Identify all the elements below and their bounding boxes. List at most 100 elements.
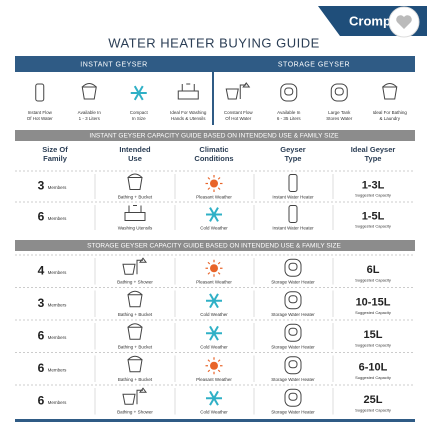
sun-ray	[207, 359, 211, 362]
geyser-type: Storage Water Heater	[271, 312, 315, 317]
sun-icon	[210, 264, 218, 273]
header-bar	[15, 56, 415, 72]
heart-icon[interactable]	[396, 15, 412, 29]
shower-icon	[136, 257, 147, 275]
section-title: INSTANT GEYSER CAPACITY GUIDE BASED ON I…	[89, 133, 339, 140]
member-label: Members	[48, 335, 68, 340]
intended-use: Bathing + Shower	[117, 409, 153, 414]
sun-ray	[217, 272, 221, 275]
storage-geyser-window	[284, 87, 294, 96]
column-header: Climatic	[199, 145, 228, 154]
climate: Cold Weather	[200, 226, 228, 231]
feature-caption: Instant Flow	[28, 110, 53, 115]
feature-caption: Large Tank	[328, 110, 351, 115]
shower-icon	[239, 82, 251, 99]
bucket-icon	[122, 263, 136, 275]
sun-icon	[210, 179, 218, 188]
feature-caption: Of Hot Water	[27, 116, 54, 121]
capacity-note: Suggested Capacity	[355, 342, 391, 347]
storage-geyser-icon	[284, 323, 302, 342]
instant-geyser-icon	[288, 205, 298, 223]
storage-geyser-icon	[284, 258, 302, 277]
column-header: Ideal Geyser	[351, 145, 396, 154]
sun-ray	[207, 369, 211, 373]
bucket-icon	[127, 323, 143, 340]
feature-caption: 6 - 35 Liters	[277, 116, 302, 121]
member-label: Members	[48, 185, 68, 190]
member-count: 4	[38, 263, 45, 277]
intended-use: Bathing + Bucket	[118, 377, 153, 382]
feature-caption: In Size	[132, 116, 146, 121]
storage-geyser-icon	[330, 83, 348, 102]
section-title: STORAGE GEYSER CAPACITY GUIDE BASED ON I…	[87, 243, 341, 250]
bucket-icon	[127, 355, 143, 373]
column-header: Size Of	[42, 145, 68, 154]
column-header: Geyser	[280, 145, 306, 154]
capacity-note: Suggested Capacity	[355, 407, 391, 412]
utensil-icon	[124, 205, 146, 221]
capacity: 1-3L	[362, 179, 385, 191]
feature-caption: & Laundry	[379, 116, 400, 121]
capacity-note: Suggested Capacity	[355, 375, 391, 380]
geyser-type: Storage Water Heater	[271, 409, 315, 414]
utensil-icon	[177, 83, 199, 100]
intended-use: Bathing + Shower	[117, 279, 153, 284]
member-count: 6	[38, 210, 45, 224]
sun-ray	[217, 187, 221, 190]
storage-geyser-window	[288, 360, 298, 369]
bucket-icon	[225, 88, 239, 100]
member-label: Members	[48, 216, 68, 221]
climate: Pleasant Weather	[196, 279, 232, 284]
member-count: 3	[38, 296, 45, 310]
storage-header: STORAGE GEYSER	[278, 61, 350, 68]
climate: Cold Weather	[200, 409, 228, 414]
feature-caption: Stores Water	[326, 116, 353, 121]
bucket-icon	[382, 83, 398, 100]
member-label: Members	[48, 367, 68, 372]
storage-geyser-window	[334, 87, 344, 96]
geyser-type: Storage Water Heater	[271, 377, 315, 382]
climate: Pleasant Weather	[196, 195, 232, 200]
member-count: 6	[38, 328, 45, 342]
snow-icon	[209, 325, 219, 341]
sun-ray	[207, 272, 211, 275]
feature-caption: Ideal For Bathing	[373, 110, 408, 115]
title: WATER HEATER BUYING GUIDE	[108, 35, 320, 50]
snow-icon	[209, 390, 219, 406]
intended-use: Washing Utensils	[118, 226, 153, 231]
capacity-note: Suggested Capacity	[355, 277, 391, 282]
sun-ray	[217, 359, 221, 362]
feature-caption: Available In	[78, 110, 102, 115]
storage-geyser-window	[288, 327, 298, 336]
bucket-icon	[81, 83, 97, 100]
geyser-type: Instant Water Heater	[272, 226, 314, 231]
capacity: 6-10L	[359, 362, 388, 374]
instant-geyser-icon	[288, 174, 298, 192]
sun-ray	[207, 187, 211, 190]
climate: Pleasant Weather	[196, 377, 232, 382]
instant-geyser-icon	[35, 83, 45, 102]
feature-caption: Hands & Utensils	[171, 116, 206, 121]
bucket-icon	[127, 290, 143, 308]
sun-ray	[217, 177, 221, 180]
capacity: 10-15L	[356, 297, 391, 309]
brand: Cromp	[349, 13, 391, 28]
sun-icon	[210, 361, 218, 370]
feature-caption: 1 - 3 Liters	[79, 116, 101, 121]
climate: Cold Weather	[200, 344, 228, 349]
intended-use: Bathing + Bucket	[118, 312, 153, 317]
snow-icon	[209, 293, 219, 309]
footer-bar	[15, 419, 415, 422]
capacity: 15L	[364, 329, 383, 341]
member-label: Members	[48, 270, 68, 275]
feature-caption: Compact	[130, 110, 149, 115]
column-header: Intended	[119, 145, 151, 154]
member-count: 6	[38, 361, 45, 375]
capacity: 1-5L	[362, 210, 385, 222]
column-header: Type	[365, 154, 382, 163]
column-header: Use	[128, 154, 142, 163]
column-header: Family	[43, 154, 68, 163]
intended-use: Bathing + Bucket	[118, 344, 153, 349]
